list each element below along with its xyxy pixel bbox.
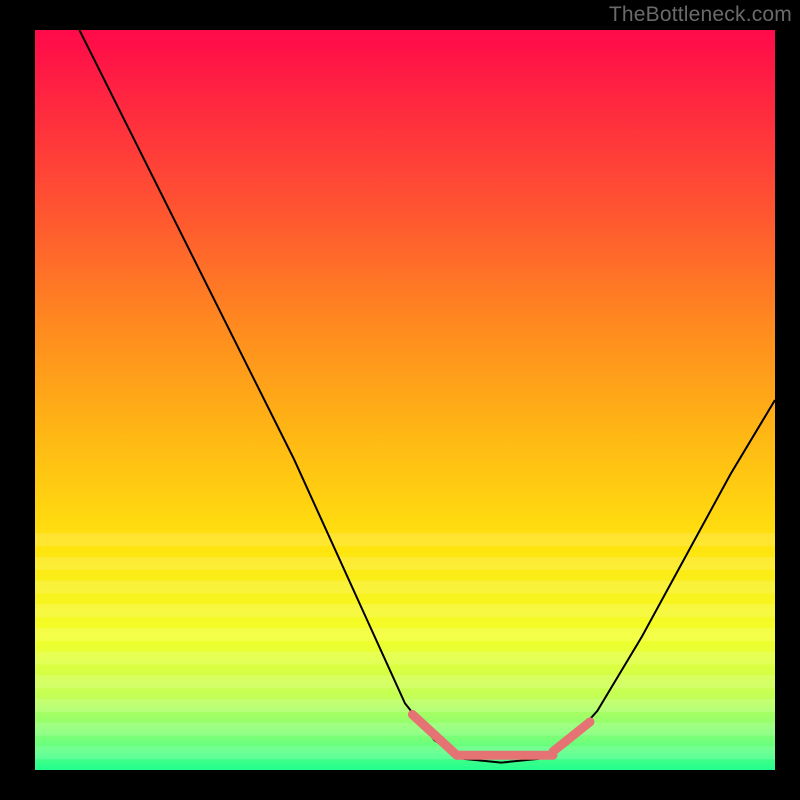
gradient-band	[35, 533, 775, 546]
chart-frame: TheBottleneck.com	[0, 0, 800, 800]
gradient-band	[35, 628, 775, 641]
gradient-band	[35, 604, 775, 617]
gradient-band	[35, 675, 775, 688]
gradient-band	[35, 699, 775, 712]
gradient-band	[35, 652, 775, 665]
gradient-band	[35, 723, 775, 736]
bottleneck-chart	[0, 0, 800, 800]
gradient-band	[35, 557, 775, 570]
gradient-band	[35, 581, 775, 594]
watermark-text: TheBottleneck.com	[609, 3, 792, 27]
gradient-band	[35, 746, 775, 759]
